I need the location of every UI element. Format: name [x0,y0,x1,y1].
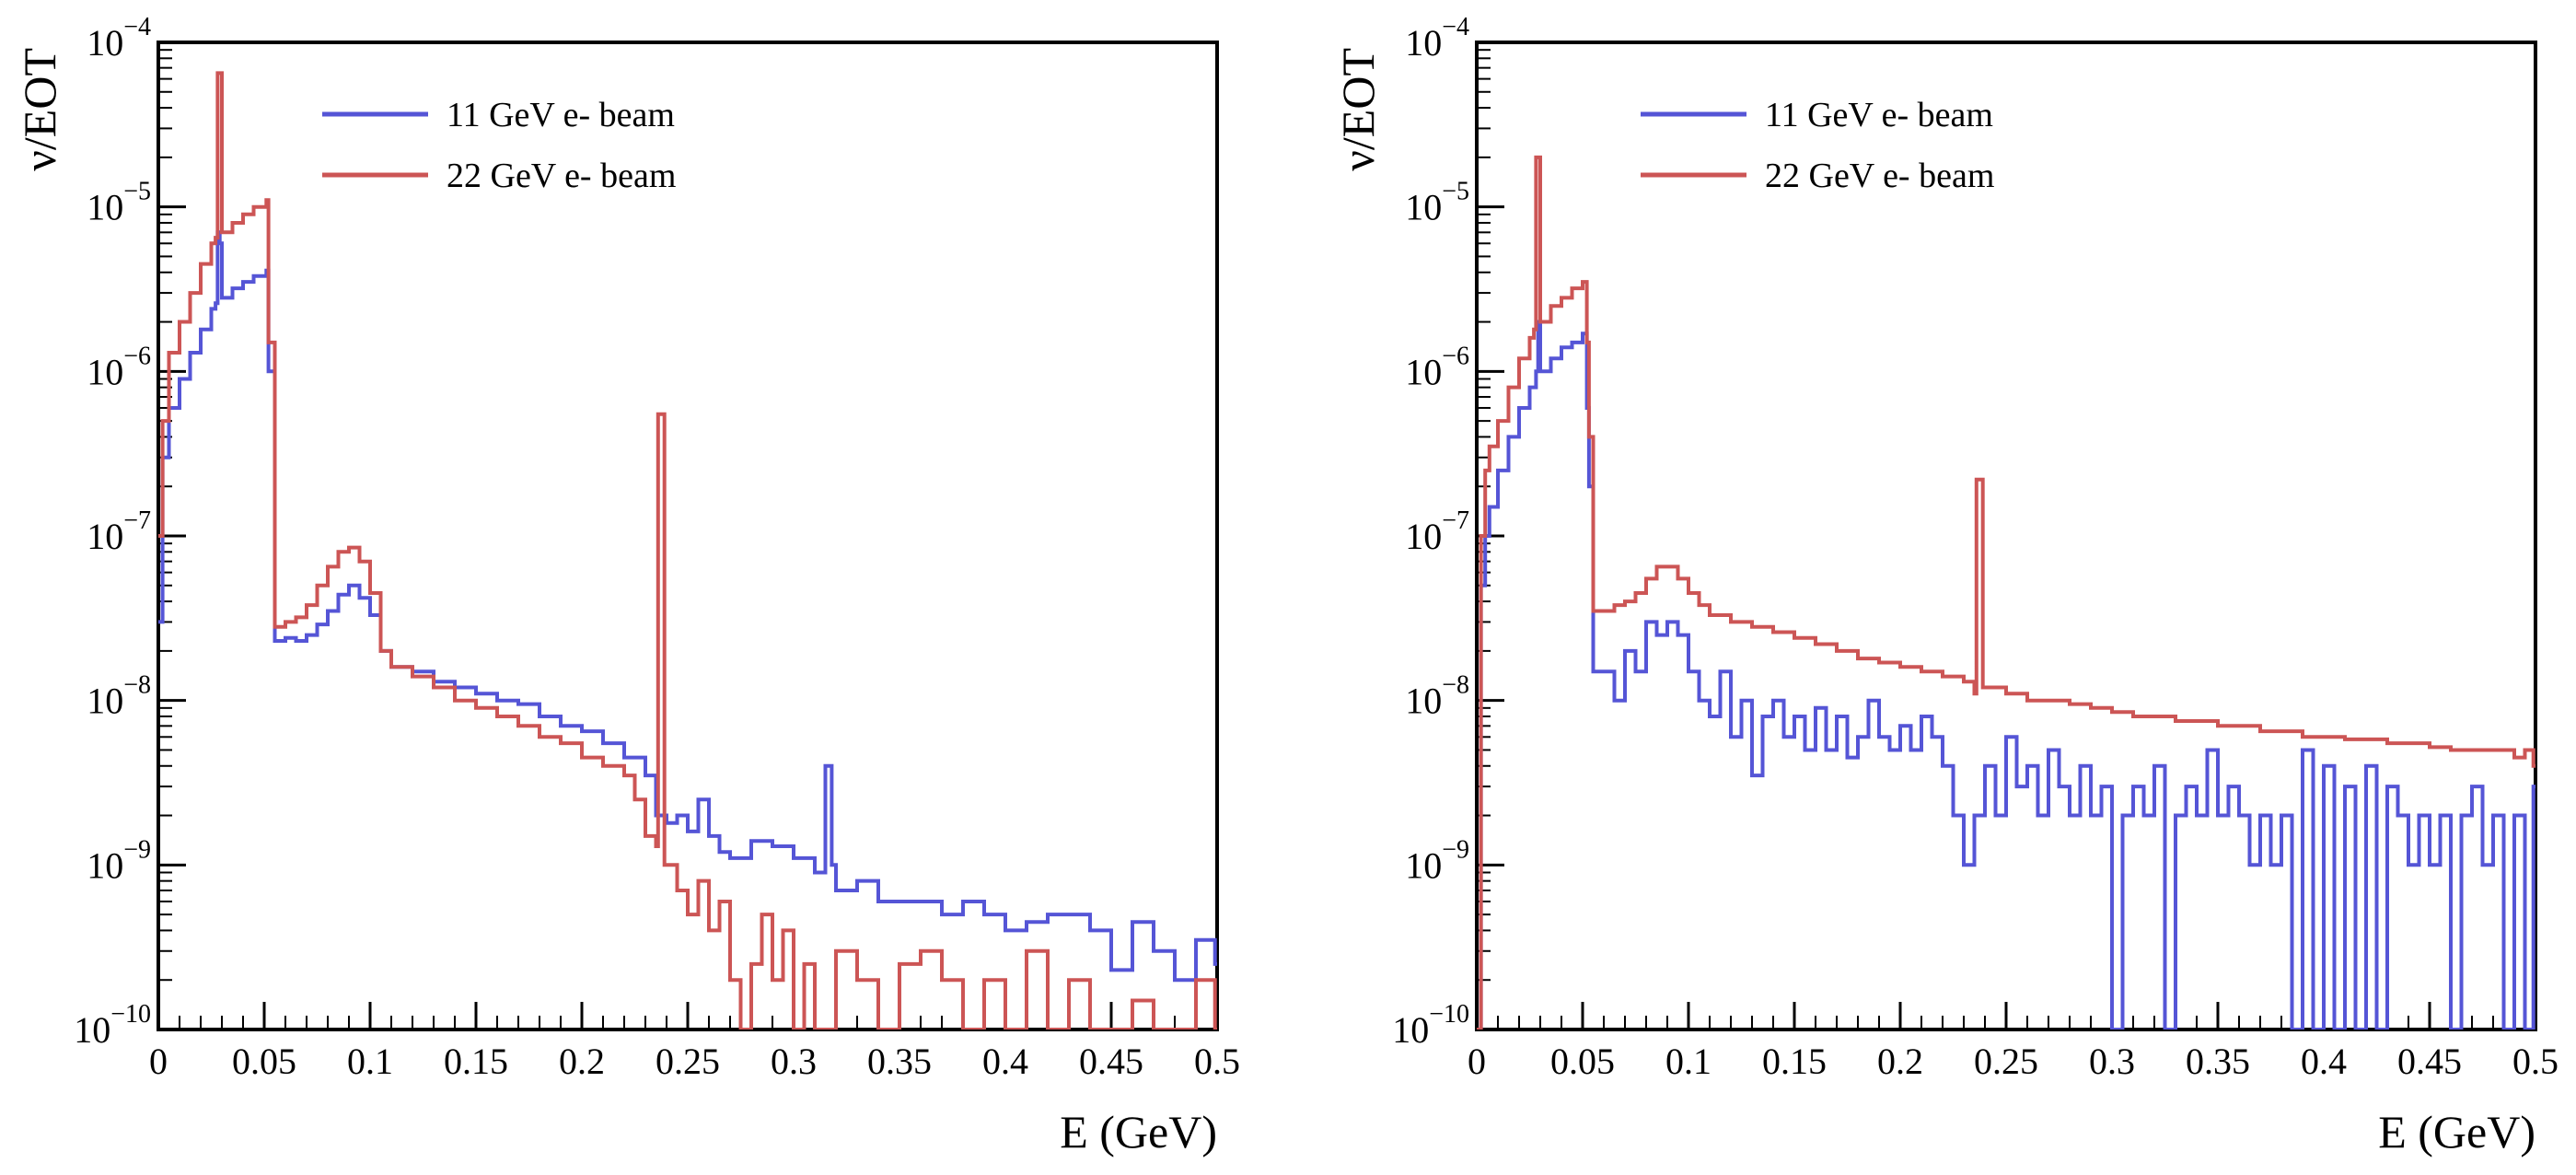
x-tick-label: 0.05 [232,1041,296,1082]
y-tick-exponent: −5 [1442,178,1469,206]
x-tick-label: 0.3 [771,1041,817,1082]
x-axis-title: E (GeV) [2378,1106,2535,1158]
chart-panel-2: 0 0.05 0.1 0.15 0.2 0.25 0.3 0.35 0.4 0.45 0.510−1… [1332,13,2559,1158]
y-tick-label: 10−10 [74,1000,151,1051]
series-line-11gev [158,230,1217,983]
y-tick-label: 10−6 [1405,342,1469,392]
x-tick-label: 0.15 [1762,1041,1827,1082]
y-tick-exponent: −9 [1442,835,1469,864]
y-tick-exponent: −6 [123,342,151,370]
y-tick-exponent: −7 [123,506,151,535]
x-tick-label: 0.45 [1079,1041,1143,1082]
x-tick-label: 0.35 [2186,1041,2250,1082]
legend-label: 11 GeV e- beam [1765,96,1993,134]
y-tick-label: 10−8 [87,671,151,722]
x-tick-label: 0.25 [1974,1041,2038,1082]
x-tick-label: 0.35 [867,1041,932,1082]
y-tick-base: 10 [1405,187,1442,228]
x-tick-label: 0.4 [982,1041,1028,1082]
x-tick-label: 0.25 [656,1041,720,1082]
y-tick-base: 10 [1405,22,1442,64]
y-tick-exponent: −6 [1442,342,1469,370]
y-axis-title: ν/EOT [1332,48,1384,171]
y-axis-title: ν/EOT [14,48,65,171]
x-tick-label: 0.2 [559,1041,605,1082]
y-tick-exponent: −10 [110,1000,151,1029]
y-tick-base: 10 [74,1009,110,1051]
y-tick-base: 10 [87,516,123,557]
y-tick-base: 10 [87,844,123,886]
y-tick-exponent: −8 [1442,671,1469,700]
y-tick-label: 10−4 [1405,13,1469,64]
x-tick-label: 0.1 [1665,1041,1712,1082]
x-tick-label: 0 [149,1041,168,1082]
series-line-11gev [1477,320,2535,1030]
y-tick-label: 10−7 [1405,506,1469,557]
y-tick-label: 10−9 [1405,835,1469,886]
y-tick-base: 10 [1392,1009,1429,1051]
y-tick-base: 10 [1405,516,1442,557]
x-tick-label: 0.5 [2512,1041,2559,1082]
x-tick-label: 0 [1468,1041,1486,1082]
y-tick-label: 10−5 [1405,178,1469,228]
y-tick-label: 10−4 [87,13,151,64]
y-tick-base: 10 [1405,844,1442,886]
y-tick-exponent: −4 [1442,13,1469,41]
series-line-22gev [1477,155,2535,1030]
y-tick-label: 10−7 [87,506,151,557]
x-tick-label: 0.45 [2397,1041,2462,1082]
x-tick-label: 0.5 [1194,1041,1240,1082]
x-tick-label: 0.05 [1550,1041,1615,1082]
legend-label: 22 GeV e- beam [1765,157,1994,195]
y-tick-base: 10 [1405,351,1442,392]
y-tick-exponent: −5 [123,178,151,206]
y-tick-label: 10−10 [1392,1000,1469,1051]
y-tick-exponent: −8 [123,671,151,700]
y-tick-label: 10−9 [87,835,151,886]
x-tick-label: 0.15 [444,1041,508,1082]
y-tick-exponent: −7 [1442,506,1469,535]
y-tick-label: 10−6 [87,342,151,392]
y-tick-base: 10 [87,681,123,722]
series-line-22gev [158,71,1217,1030]
x-tick-label: 0.3 [2089,1041,2135,1082]
chart-panel-1: 0 0.05 0.1 0.15 0.2 0.25 0.3 0.35 0.4 0.45 0.510−1… [14,13,1240,1158]
plot-frame [157,41,1219,1031]
y-tick-exponent: −4 [123,13,151,41]
y-tick-label: 10−8 [1405,671,1469,722]
y-tick-base: 10 [87,22,123,64]
y-tick-label: 10−5 [87,178,151,228]
legend-label: 22 GeV e- beam [447,157,676,195]
y-tick-exponent: −10 [1429,1000,1469,1029]
x-tick-label: 0.1 [347,1041,393,1082]
y-tick-base: 10 [87,351,123,392]
x-tick-label: 0.2 [1877,1041,1923,1082]
x-tick-label: 0.4 [2301,1041,2347,1082]
y-tick-base: 10 [87,187,123,228]
y-tick-exponent: −9 [123,835,151,864]
x-axis-title: E (GeV) [1060,1106,1217,1158]
legend-label: 11 GeV e- beam [447,96,675,134]
y-tick-base: 10 [1405,681,1442,722]
